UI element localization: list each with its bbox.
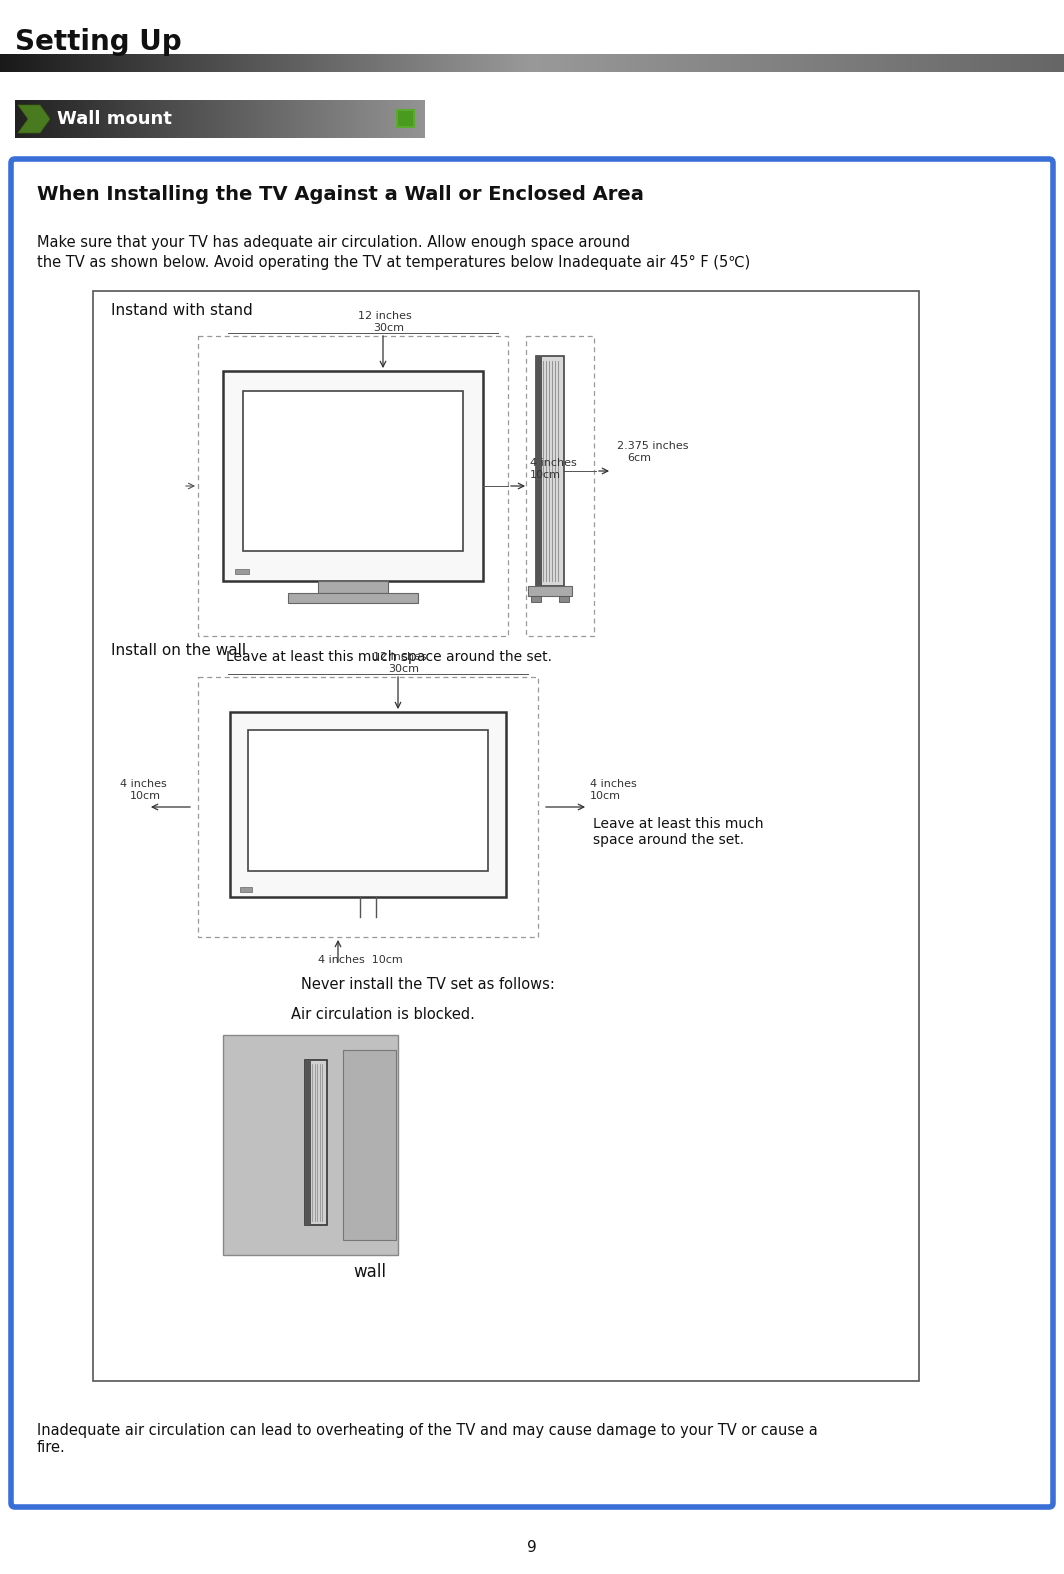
Text: Leave at least this much
space around the set.: Leave at least this much space around th… [593, 817, 764, 847]
Bar [223, 1036, 398, 1254]
Text: the TV as shown below. Avoid operating the TV at temperatures below Inadequate a: the TV as shown below. Avoid operating t… [37, 255, 750, 271]
Bar [198, 677, 538, 937]
Text: Inadequate air circulation can lead to overheating of the TV and may cause damag: Inadequate air circulation can lead to o… [37, 1423, 818, 1456]
Text: Air circulation is blocked.: Air circulation is blocked. [290, 1007, 475, 1022]
Text: 12 inches: 12 inches [373, 652, 427, 663]
Text: Instand with stand: Instand with stand [111, 304, 253, 318]
Text: 4 inches: 4 inches [530, 458, 577, 467]
Bar [288, 593, 418, 603]
Text: Never install the TV set as follows:: Never install the TV set as follows: [301, 977, 554, 992]
Bar [305, 1059, 327, 1225]
Text: When Installing the TV Against a Wall or Enclosed Area: When Installing the TV Against a Wall or… [37, 186, 644, 205]
Text: 10cm: 10cm [130, 792, 161, 801]
Polygon shape [18, 105, 50, 132]
Text: Leave at least this much space around the set.: Leave at least this much space around th… [226, 650, 552, 664]
Text: 30cm: 30cm [373, 323, 404, 334]
Bar [397, 110, 414, 127]
Bar [240, 888, 252, 892]
Text: 2.375 inches: 2.375 inches [617, 441, 688, 452]
Text: 10cm: 10cm [591, 792, 621, 801]
Bar [198, 335, 508, 636]
Bar [343, 1050, 396, 1240]
Text: 6cm: 6cm [627, 453, 651, 463]
Bar [305, 1059, 311, 1225]
Bar [531, 597, 541, 601]
Bar [243, 390, 463, 551]
Bar [248, 730, 488, 870]
Text: Wall mount: Wall mount [57, 110, 172, 127]
Text: 4 inches: 4 inches [591, 779, 636, 789]
Text: Make sure that your TV has adequate air circulation. Allow enough space around: Make sure that your TV has adequate air … [37, 235, 630, 250]
Bar [223, 371, 483, 581]
Bar [526, 335, 594, 636]
Text: 10cm: 10cm [530, 471, 561, 480]
Text: 4 inches  10cm: 4 inches 10cm [318, 955, 403, 965]
Bar [536, 356, 542, 586]
Text: Install on the wall: Install on the wall [111, 644, 246, 658]
Text: 4 inches: 4 inches [120, 779, 167, 789]
Bar [93, 291, 919, 1380]
Bar [528, 586, 572, 597]
Text: 12 inches: 12 inches [358, 312, 412, 321]
Bar [230, 711, 506, 897]
Text: 30cm: 30cm [388, 664, 419, 674]
Text: wall: wall [353, 1262, 386, 1281]
FancyBboxPatch shape [11, 159, 1053, 1506]
Bar [235, 568, 249, 575]
Text: 9: 9 [527, 1539, 537, 1555]
Text: Setting Up: Setting Up [15, 28, 182, 57]
Bar [559, 597, 569, 601]
Bar [536, 356, 564, 586]
Bar [318, 581, 388, 593]
